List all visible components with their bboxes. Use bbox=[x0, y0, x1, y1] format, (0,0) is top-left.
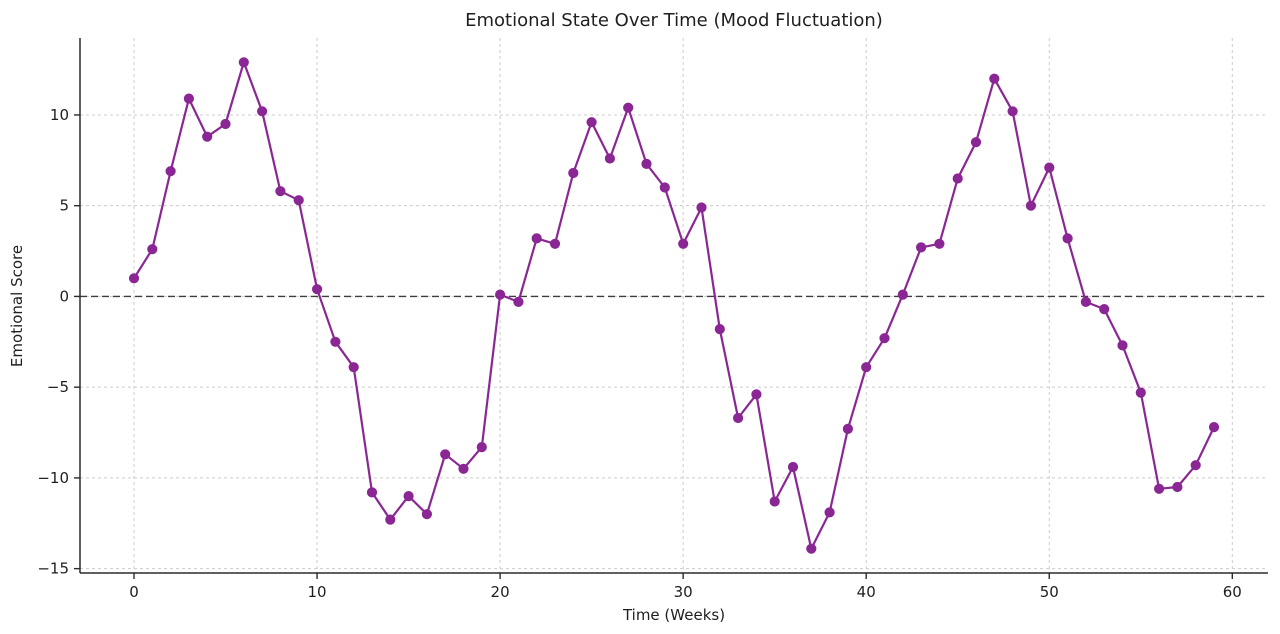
data-point-marker bbox=[733, 412, 744, 424]
data-point-marker bbox=[1025, 200, 1037, 211]
y-tick-label: −10 bbox=[37, 469, 69, 487]
data-point-marker bbox=[348, 362, 359, 373]
chart-title: Emotional State Over Time (Mood Fluctuat… bbox=[465, 10, 883, 31]
tick-marks bbox=[74, 114, 1234, 579]
data-point-marker bbox=[568, 167, 579, 179]
x-tick-label: 40 bbox=[857, 583, 876, 601]
data-point-marker bbox=[366, 487, 378, 498]
data-point-marker bbox=[128, 273, 140, 284]
y-tick-label: −5 bbox=[47, 378, 69, 396]
tick-labels: 0 10 20 30 40 50 60 −15 −10 −5 0 5 10 bbox=[37, 106, 1242, 601]
data-point-marker bbox=[916, 242, 927, 253]
data-point-marker bbox=[330, 336, 341, 347]
mood-series-line bbox=[132, 61, 1216, 550]
data-point-marker bbox=[989, 73, 1000, 84]
x-axis-label: Time (Weeks) bbox=[622, 606, 725, 624]
data-point-marker bbox=[806, 543, 817, 554]
x-tick-label: 10 bbox=[308, 583, 327, 601]
data-point-marker bbox=[1080, 296, 1092, 307]
data-point-marker bbox=[513, 296, 524, 307]
data-point-marker bbox=[495, 289, 506, 300]
data-point-marker bbox=[458, 463, 469, 474]
data-point-marker bbox=[714, 324, 725, 335]
data-point-marker bbox=[421, 509, 432, 520]
data-point-marker bbox=[970, 137, 982, 148]
data-point-marker bbox=[1154, 483, 1165, 494]
data-point-marker bbox=[1208, 422, 1220, 433]
data-point-marker bbox=[842, 423, 854, 434]
data-point-marker bbox=[403, 491, 414, 502]
data-point-marker bbox=[1099, 304, 1110, 315]
data-point-marker bbox=[440, 449, 451, 460]
data-point-marker bbox=[147, 244, 158, 255]
y-tick-label: 5 bbox=[59, 197, 69, 215]
x-tick-label: 0 bbox=[129, 583, 139, 601]
data-point-marker bbox=[1062, 233, 1073, 244]
data-point-marker bbox=[1190, 460, 1201, 471]
data-point-marker bbox=[696, 202, 707, 213]
data-point-marker bbox=[1117, 340, 1128, 351]
data-point-marker bbox=[1172, 481, 1183, 493]
data-point-marker bbox=[257, 106, 268, 117]
data-point-marker bbox=[952, 173, 963, 184]
data-point-marker bbox=[604, 153, 616, 164]
data-points bbox=[128, 57, 1220, 554]
data-point-marker bbox=[220, 118, 231, 130]
y-tick-label: 10 bbox=[50, 106, 69, 124]
data-point-marker bbox=[183, 93, 194, 104]
y-axis-label: Emotional Score bbox=[8, 245, 26, 367]
data-point-marker bbox=[678, 238, 689, 249]
data-point-marker bbox=[586, 117, 597, 128]
data-point-marker bbox=[623, 102, 634, 113]
data-point-marker bbox=[531, 233, 542, 244]
data-point-marker bbox=[165, 166, 176, 177]
series-line-layer bbox=[132, 61, 1216, 550]
data-point-marker bbox=[641, 158, 652, 169]
gridlines bbox=[80, 38, 1268, 573]
data-point-marker bbox=[312, 284, 323, 295]
data-point-marker bbox=[897, 289, 908, 300]
x-tick-label: 60 bbox=[1223, 583, 1242, 601]
data-point-marker bbox=[769, 496, 780, 507]
data-point-marker bbox=[879, 333, 890, 344]
data-point-marker bbox=[476, 442, 487, 453]
data-point-marker bbox=[1135, 387, 1146, 398]
data-point-marker bbox=[549, 238, 561, 249]
axes-spines bbox=[79, 38, 1268, 574]
data-point-marker bbox=[1044, 162, 1055, 173]
y-tick-label: −15 bbox=[37, 560, 69, 578]
data-point-marker bbox=[934, 238, 945, 249]
data-point-marker bbox=[659, 182, 670, 193]
data-point-marker bbox=[824, 507, 835, 518]
x-tick-label: 50 bbox=[1040, 583, 1059, 601]
data-point-marker bbox=[385, 514, 396, 525]
data-point-marker bbox=[1007, 106, 1018, 117]
data-point-marker bbox=[202, 131, 213, 142]
data-point-marker bbox=[861, 362, 872, 373]
data-point-marker bbox=[275, 186, 286, 197]
data-point-marker bbox=[787, 461, 799, 473]
x-tick-label: 30 bbox=[674, 583, 693, 601]
data-point-marker bbox=[238, 57, 249, 68]
x-tick-label: 20 bbox=[491, 583, 510, 601]
data-point-marker bbox=[293, 195, 304, 206]
data-point-marker bbox=[751, 389, 762, 400]
y-tick-label: 0 bbox=[59, 287, 69, 305]
